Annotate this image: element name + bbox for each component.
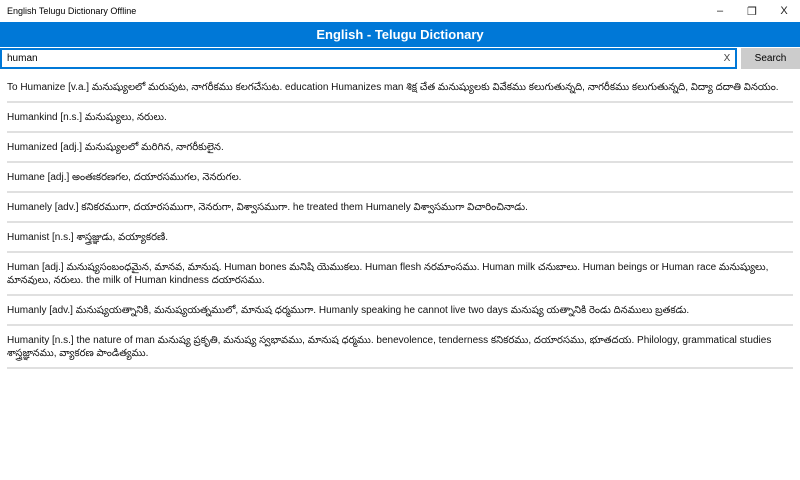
list-item[interactable]: Humanly [adv.] మనుష్యయత్నానికి, మనుష్యయత… xyxy=(7,296,793,326)
header-title: English - Telugu Dictionary xyxy=(316,27,484,42)
list-item[interactable]: Humanist [n.s.] శాస్త్రజ్ఞుడు, వయ్యాకరణి… xyxy=(7,223,793,253)
app-title: English Telugu Dictionary Offline xyxy=(7,6,137,16)
close-button[interactable]: X xyxy=(780,5,788,17)
list-item[interactable]: Humane [adj.] అంతఃకరణగల, దయారసముగల, నెనర… xyxy=(7,163,793,193)
search-row: X Search xyxy=(0,48,800,69)
list-item[interactable]: Humanity [n.s.] the nature of man మనుష్య… xyxy=(7,326,793,369)
list-item[interactable]: Humanely [adv.] కనికరముగా, దయారసముగా, నె… xyxy=(7,193,793,223)
app-header: English - Telugu Dictionary xyxy=(0,22,800,47)
window-controls: – ❐ X xyxy=(704,0,800,22)
title-bar: English Telugu Dictionary Offline – ❐ X xyxy=(0,0,800,22)
list-item[interactable]: Humanized [adj.] మనుష్యులలో మరిగిన, నాగర… xyxy=(7,133,793,163)
clear-icon[interactable]: X xyxy=(723,53,731,64)
search-button[interactable]: Search xyxy=(741,48,800,69)
search-input[interactable] xyxy=(2,51,719,66)
list-item[interactable]: Humankind [n.s.] మనుష్యులు, నరులు. xyxy=(7,103,793,133)
list-item[interactable]: To Humanize [v.a.] మనుష్యులలో మరుపుట, నా… xyxy=(7,73,793,103)
restore-button[interactable]: ❐ xyxy=(747,5,757,18)
list-item[interactable]: Human [adj.] మనుష్యసంబంధమైన, మానవ, మానుష… xyxy=(7,253,793,296)
results-list: To Humanize [v.a.] మనుష్యులలో మరుపుట, నా… xyxy=(7,73,793,369)
search-box: X xyxy=(0,48,737,69)
minimize-button[interactable]: – xyxy=(716,5,724,17)
